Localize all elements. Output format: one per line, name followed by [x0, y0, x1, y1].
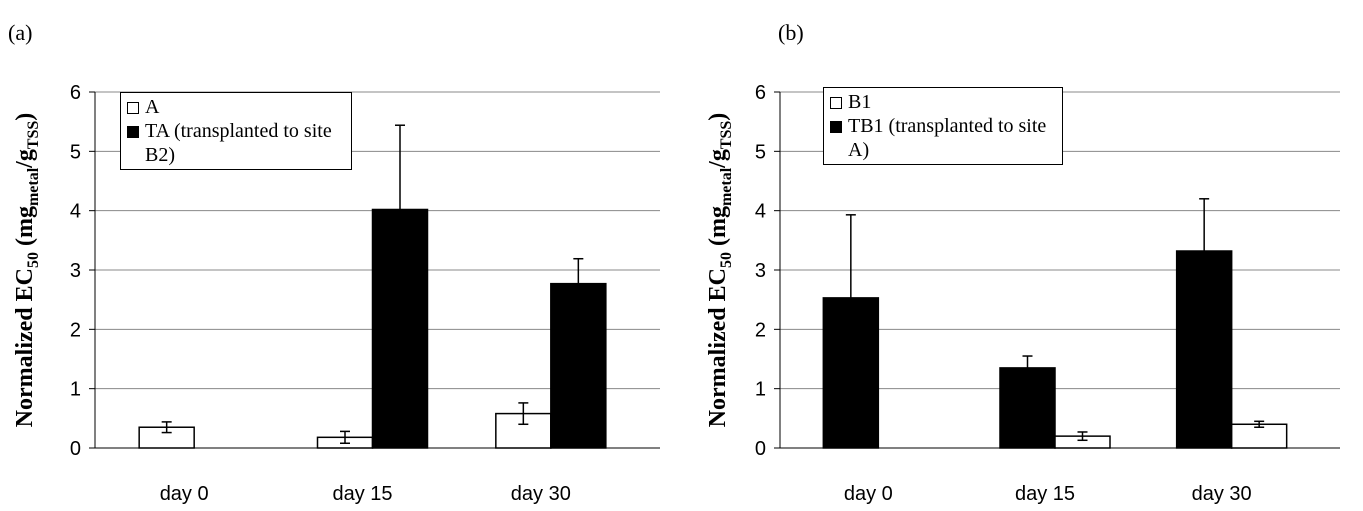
legend: A TA (transplanted to site B2) [120, 92, 352, 170]
y-axis-label-part: /g [12, 149, 38, 169]
y-tick-label: 0 [70, 438, 81, 460]
y-tick-label: 0 [755, 438, 766, 460]
x-tick-label: day 30 [511, 483, 571, 505]
x-tick-label: day 15 [1015, 483, 1075, 505]
y-axis-label-part: Normalized EC [12, 268, 38, 427]
legend-entry: TB1 (transplanted to site A) [830, 114, 1056, 162]
x-tick-label: day 0 [160, 483, 209, 505]
legend-swatch [830, 97, 842, 109]
x-tick-label: day 30 [1192, 483, 1252, 505]
y-axis-label-subscript: 50 [718, 252, 735, 268]
y-tick-label: 4 [755, 201, 766, 223]
legend-swatch [127, 126, 139, 138]
legend-entry: B1 [830, 90, 1056, 114]
y-tick-label: 6 [70, 82, 81, 104]
y-axis-label-part: ) [12, 113, 38, 121]
y-axis-label-subscript: 50 [25, 252, 42, 268]
bar [999, 367, 1056, 449]
y-axis-label-part: Normalized EC [705, 268, 731, 427]
legend-swatch [127, 102, 139, 114]
y-axis-label-part: (mg [705, 206, 731, 252]
y-tick-label: 5 [755, 141, 766, 163]
panel-label: (b) [778, 20, 804, 45]
legend-label: A [145, 96, 160, 118]
y-tick-label: 1 [70, 379, 81, 401]
x-tick-label: day 0 [844, 483, 893, 505]
legend-swatch [830, 121, 842, 133]
legend-label: TA (transplanted to site B2) [145, 120, 332, 166]
y-axis-label-subscript: metal [25, 167, 42, 206]
legend: B1 TB1 (transplanted to site A) [823, 87, 1063, 165]
y-axis-label-subscript: TSS [718, 121, 735, 150]
y-axis-label-part: ) [705, 113, 731, 121]
legend-entry: A [127, 95, 345, 119]
legend-label: B1 [848, 91, 872, 113]
y-tick-label: 4 [70, 201, 81, 223]
y-axis-label-part: /g [705, 149, 731, 169]
x-tick-label: day 15 [332, 483, 392, 505]
y-axis-label-part: (mg [12, 206, 38, 252]
y-axis-label-subscript: metal [718, 167, 735, 206]
legend-label: TB1 (transplanted to site A) [848, 115, 1047, 161]
y-axis-label: Normalized EC50 (mgmetal/gTSS) [12, 113, 42, 428]
y-tick-label: 3 [70, 260, 81, 282]
legend-entry: TA (transplanted to site B2) [127, 119, 345, 167]
y-tick-label: 5 [70, 141, 81, 163]
y-axis-label: Normalized EC50 (mgmetal/gTSS) [705, 113, 735, 428]
y-axis-label-subscript: TSS [25, 121, 42, 150]
y-tick-label: 2 [755, 319, 766, 341]
y-tick-label: 2 [70, 319, 81, 341]
panel-label: (a) [8, 20, 32, 45]
y-tick-label: 1 [755, 379, 766, 401]
y-tick-label: 6 [755, 82, 766, 104]
y-tick-label: 3 [755, 260, 766, 282]
